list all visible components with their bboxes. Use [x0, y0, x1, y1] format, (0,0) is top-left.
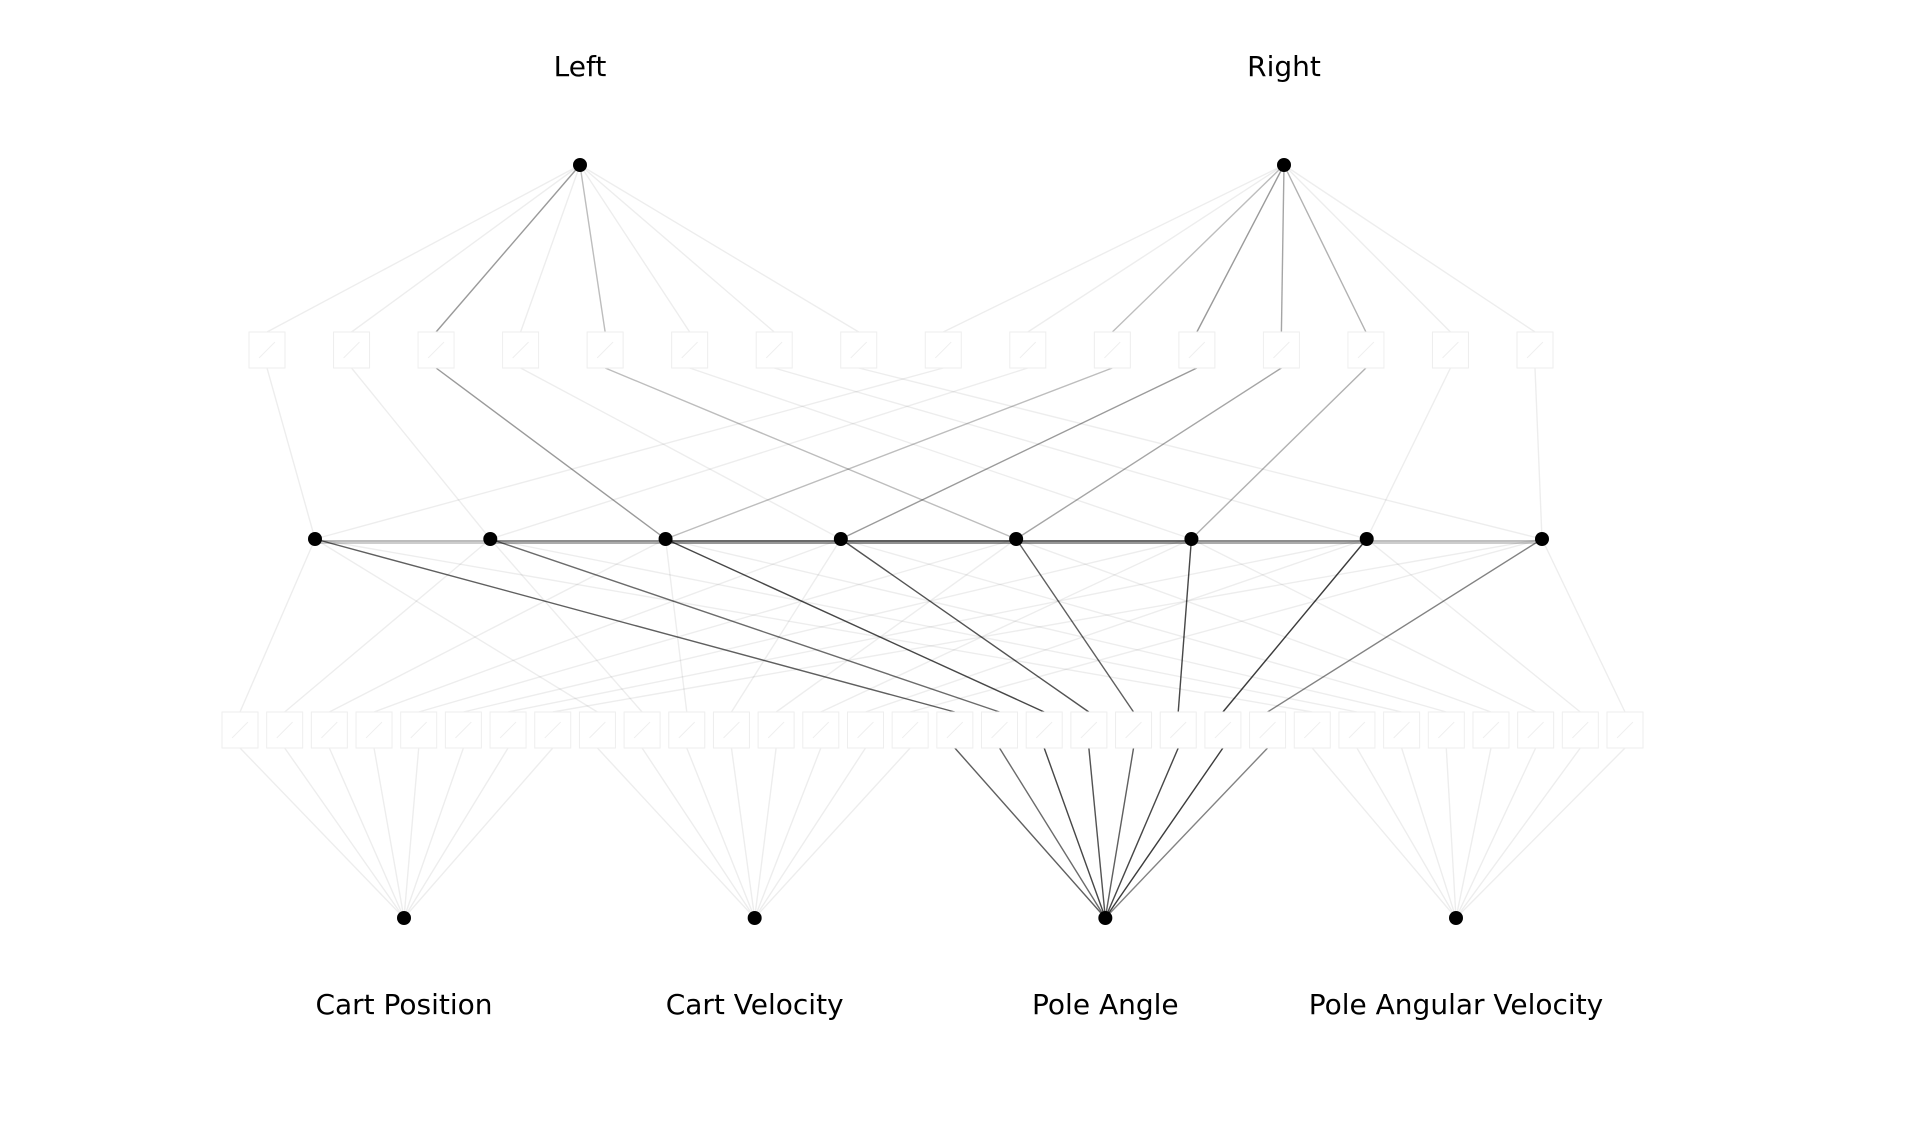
input-label-pole-angle: Pole Angle: [1032, 988, 1179, 1021]
labels: Left Right Cart Position Cart Velocity Pole …: [315, 50, 1603, 1021]
input-label-cart-velocity: Cart Velocity: [666, 988, 844, 1021]
input-label-cart-position: Cart Position: [315, 988, 492, 1021]
input-label-pole-angular-velocity: Pole Angular Velocity: [1309, 988, 1604, 1021]
neural-network-diagram: Left Right Cart Position Cart Velocity Pole …: [0, 0, 1920, 1140]
output-label-left: Left: [554, 50, 607, 83]
output-label-right: Right: [1247, 50, 1321, 83]
link-boxes: [222, 332, 1643, 748]
edges-strong: [315, 165, 1542, 918]
